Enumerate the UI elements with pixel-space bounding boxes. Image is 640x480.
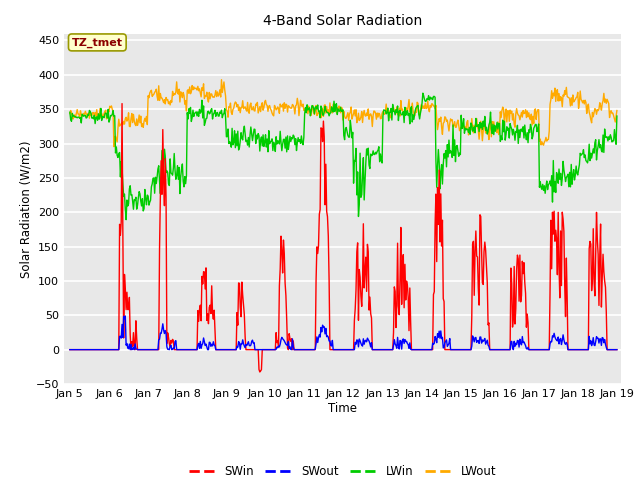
Text: TZ_tmet: TZ_tmet: [72, 37, 123, 48]
SWout: [212, 347, 220, 352]
LWin: [212, 110, 220, 116]
Line: SWin: SWin: [70, 104, 617, 372]
Title: 4-Band Solar Radiation: 4-Band Solar Radiation: [263, 14, 422, 28]
Line: LWout: LWout: [70, 80, 617, 147]
SWout: [245, 343, 253, 348]
SWout: [563, 340, 570, 346]
SWout: [613, 347, 621, 352]
LWin: [245, 144, 253, 150]
Legend: SWin, SWout, LWin, LWout: SWin, SWout, LWin, LWout: [184, 461, 501, 480]
X-axis label: Time: Time: [328, 402, 357, 415]
LWin: [563, 173, 571, 179]
LWout: [156, 97, 163, 103]
SWin: [613, 347, 621, 352]
LWout: [81, 108, 89, 114]
LWin: [613, 113, 621, 119]
LWout: [528, 122, 536, 128]
SWout: [527, 347, 535, 352]
SWin: [528, 347, 536, 352]
Line: LWin: LWin: [70, 93, 617, 220]
LWin: [66, 109, 74, 115]
LWin: [81, 112, 89, 118]
LWin: [122, 217, 130, 223]
LWout: [66, 111, 74, 117]
SWout: [66, 347, 74, 352]
SWin: [563, 295, 571, 300]
SWout: [156, 336, 163, 342]
SWout: [81, 347, 89, 352]
LWout: [218, 77, 225, 83]
SWin: [256, 369, 264, 375]
SWin: [81, 347, 89, 352]
SWin: [156, 246, 163, 252]
SWin: [245, 347, 253, 352]
SWout: [122, 313, 129, 319]
Y-axis label: Solar Radiation (W/m2): Solar Radiation (W/m2): [20, 140, 33, 277]
LWout: [613, 108, 621, 113]
Line: SWout: SWout: [70, 316, 617, 349]
SWin: [118, 101, 126, 107]
LWout: [110, 144, 118, 150]
LWout: [563, 94, 571, 99]
LWout: [212, 94, 220, 99]
LWin: [156, 179, 163, 184]
LWin: [419, 90, 427, 96]
SWin: [66, 347, 74, 352]
LWin: [528, 136, 536, 142]
LWout: [246, 102, 254, 108]
SWin: [212, 347, 220, 352]
